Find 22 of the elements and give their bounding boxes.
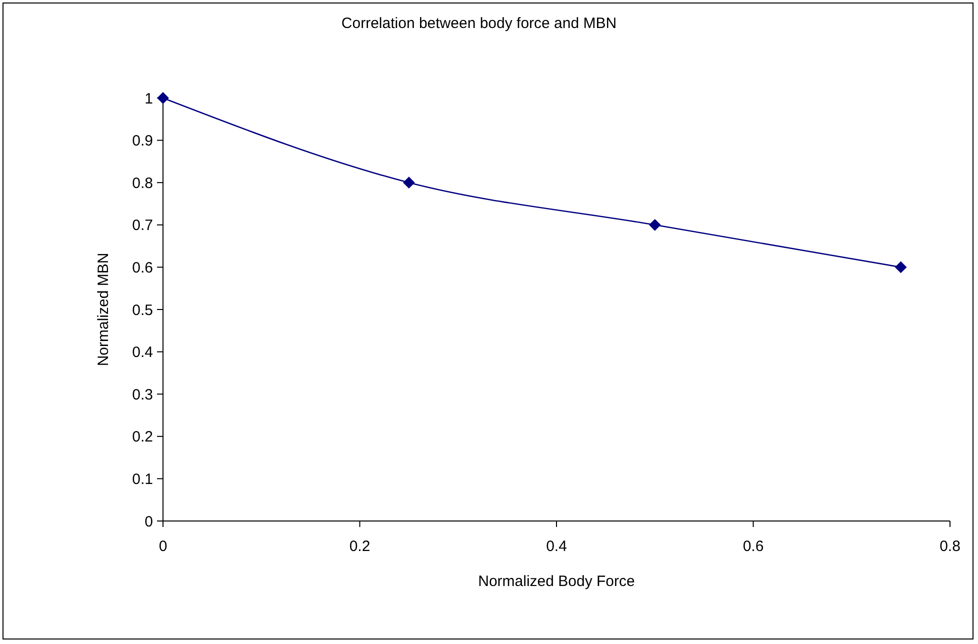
chart-title: Correlation between body force and MBN	[341, 15, 617, 32]
x-tick-label: 0.6	[742, 538, 764, 555]
y-tick-label: 0.3	[132, 386, 153, 404]
y-tick-label: 0.2	[132, 428, 153, 446]
y-tick-label: 0.1	[132, 470, 153, 488]
y-tick-label: 0.5	[132, 302, 153, 319]
x-tick-label: 0.8	[940, 538, 960, 555]
point	[648, 218, 661, 231]
x-tick-label: 0	[158, 538, 168, 555]
y-tick-label: 0.7	[132, 217, 153, 234]
point	[894, 261, 907, 274]
y-tick-label: 0.9	[132, 132, 153, 150]
y-tick-label: 0.8	[132, 174, 153, 192]
y-axis-title: Normalized MBN	[95, 252, 112, 366]
x-axis-title: Normalized Body Force	[478, 573, 635, 590]
y-tick-label: 0.6	[132, 259, 153, 276]
point	[402, 176, 415, 189]
y-tick-label: 1	[144, 90, 153, 108]
x-tick-label: 0.4	[546, 538, 567, 555]
y-tick-label: 0.4	[132, 344, 153, 362]
x-tick-label: 0.2	[349, 538, 370, 555]
y-tick-label: 0	[144, 513, 153, 530]
